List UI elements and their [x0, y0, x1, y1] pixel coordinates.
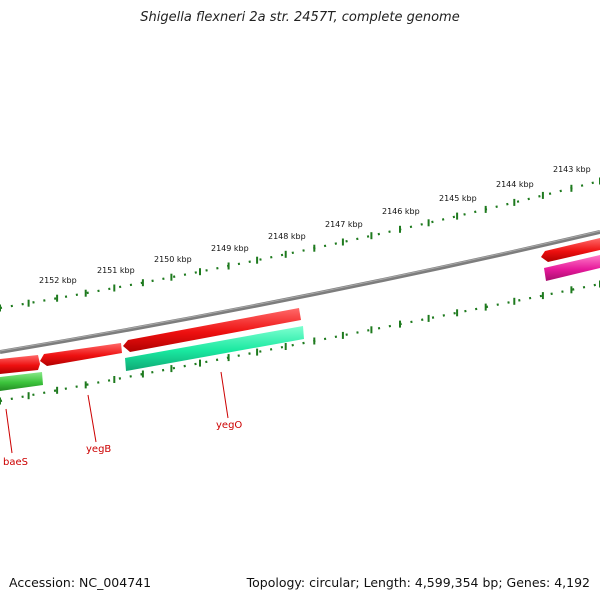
scale-label: 2149 kbp: [211, 244, 249, 253]
gene-labels: yegO yegB baeS: [3, 420, 242, 468]
scale-label: 2147 kbp: [325, 220, 363, 229]
scale-label: 2151 kbp: [97, 266, 135, 275]
cds-feature-left-edge: [0, 355, 40, 374]
cds-feature-magenta: [544, 255, 600, 281]
scale-label: 2150 kbp: [154, 255, 192, 264]
leader-line-baeS: [5, 408, 13, 454]
leader-line-yegO: [220, 371, 229, 419]
cds-feature-yegO: [123, 308, 301, 352]
genome-backbone-highlight: [0, 230, 600, 352]
scale-label: 2146 kbp: [382, 207, 420, 216]
cds-lower-track: [0, 255, 600, 391]
scale-label: 2145 kbp: [439, 194, 477, 203]
scale-label: 2148 kbp: [268, 232, 306, 241]
cds-feature-yegB: [40, 343, 122, 366]
scale-label: 2144 kbp: [496, 180, 534, 189]
genome-summary-text: Topology: circular; Length: 4,599,354 bp…: [246, 575, 590, 590]
gene-label-lines: [5, 371, 229, 454]
scale-label: 2152 kbp: [39, 276, 77, 285]
outer-scale-dots: [0, 179, 600, 310]
genome-backbone: [0, 230, 600, 354]
gene-label-yegO[interactable]: yegO: [216, 420, 242, 431]
inner-scale-dots: [0, 282, 600, 403]
outer-major-ticks: [0, 177, 600, 312]
gene-label-yegB[interactable]: yegB: [86, 444, 111, 455]
scale-label: 2143 kbp: [553, 165, 591, 174]
cds-red-track: [0, 238, 600, 374]
cds-feature-green: [0, 372, 43, 391]
cds-feature-right-red: [541, 238, 600, 262]
scale-labels: 2143 kbp 2144 kbp 2145 kbp 2146 kbp 2147…: [39, 165, 591, 285]
inner-major-ticks: [0, 280, 600, 405]
map-title: Shigella flexneri 2a str. 2457T, complet…: [140, 10, 460, 25]
cds-feature-teal: [125, 326, 304, 371]
gene-label-baeS[interactable]: baeS: [3, 457, 28, 468]
leader-line-yegB: [87, 394, 97, 443]
accession-text: Accession: NC_004741: [9, 575, 152, 590]
